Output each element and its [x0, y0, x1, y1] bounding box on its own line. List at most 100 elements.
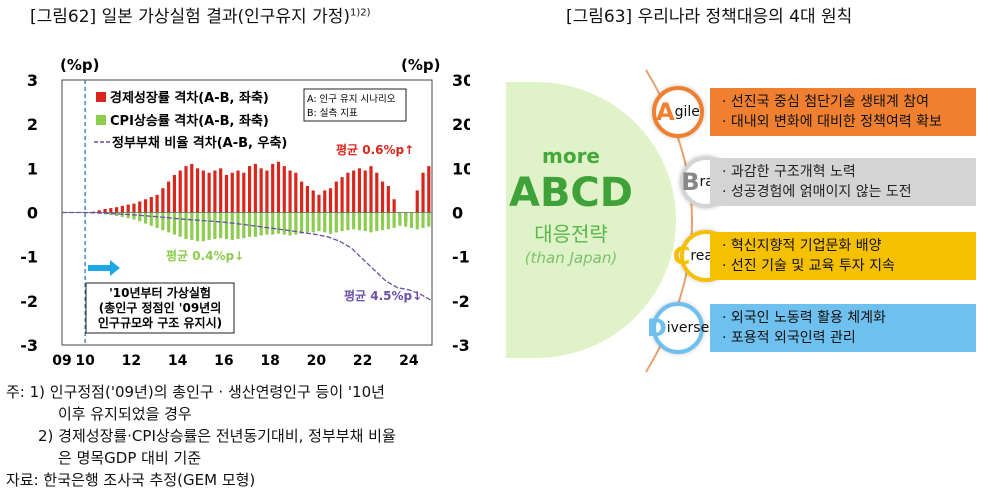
cpi-gap-bar	[380, 212, 385, 231]
gdp-gap-bar	[109, 208, 113, 213]
cpi-gap-bar	[305, 212, 309, 233]
legend-box-line2: B: 실측 지표	[307, 108, 358, 119]
gdp-gap-bar	[323, 190, 327, 213]
gdp-gap-bar	[334, 181, 338, 213]
cpi-gap-bar	[178, 212, 182, 237]
x-tick-label: 16	[214, 353, 233, 369]
scenario-line3: 인구규모와 구조 유지시)	[98, 315, 222, 330]
right-tick-label: 0	[452, 204, 463, 223]
gdp-gap-bar	[91, 211, 96, 213]
gdp-gap-bar	[132, 203, 136, 213]
abcd-label: ABCD	[508, 170, 633, 216]
cpi-gap-bars	[86, 212, 431, 242]
gdp-gap-bar	[300, 181, 304, 213]
debt-average-label: 평균 4.5%p↓	[344, 289, 422, 303]
gdp-gap-bar	[421, 172, 425, 213]
right-tick-label: 20	[452, 115, 470, 134]
gdp-gap-bar	[369, 166, 373, 213]
cpi-gap-bar	[363, 212, 367, 232]
cpi-gap-bar	[271, 212, 275, 235]
legend-label-gdp: 경제성장률 격차(A-B, 좌축)	[110, 90, 269, 106]
left-tick-label: 3	[27, 71, 38, 90]
cpi-gap-bar	[184, 212, 188, 239]
gdp-gap-bar	[276, 161, 281, 213]
diverse-box: · 외국인 노동력 활용 체계화 · 포용적 외국인력 관리	[710, 304, 976, 352]
scenario-line1: '10년부터 가상실험	[109, 285, 211, 300]
x-tick-label: 14	[168, 353, 188, 369]
gdp-gap-bar	[317, 194, 321, 213]
gdp-gap-bar	[386, 186, 390, 213]
cpi-gap-bar	[195, 212, 200, 242]
figure63-title: [그림63] 우리나라 정책대응의 4대 원칙	[566, 7, 853, 27]
gdp-gap-bar	[271, 163, 275, 213]
agile-point-2: · 대내외 변화에 대비한 정책여력 확보	[722, 114, 942, 130]
brave-point-2: · 성공경험에 얽매이지 않는 도전	[722, 184, 912, 200]
cpi-gap-bar	[236, 212, 240, 239]
cpi-gap-bar	[230, 212, 234, 240]
x-tick-label: 18	[260, 353, 279, 369]
cpi-gap-bar	[375, 212, 379, 232]
diverse-point-2: · 포용적 외국인력 관리	[722, 330, 856, 346]
gdp-gap-bar	[375, 172, 379, 213]
cpi-gap-bar	[317, 212, 321, 232]
gdp-gap-bar	[346, 172, 350, 213]
gdp-gap-bar	[195, 168, 200, 213]
gdp-gap-bar	[201, 170, 205, 213]
right-tick-label: -30	[452, 336, 470, 355]
cpi-gap-bar	[143, 212, 148, 224]
gdp-gap-bar	[265, 170, 269, 213]
cpi-gap-bar	[323, 212, 327, 233]
right-axis-unit: (%p)	[401, 56, 440, 74]
gdp-gap-bar	[305, 186, 309, 213]
cpi-gap-bar	[369, 212, 373, 233]
gdp-gap-bar	[352, 170, 356, 213]
legend-label-debt: 정부부채 비율 격차(A-B, 우축)	[112, 135, 287, 151]
source-note: 자료: 한국은행 조사국 추정(GEM 모형)	[6, 471, 256, 489]
debt-gap-line	[62, 211, 433, 302]
cpi-gap-bar	[190, 212, 194, 240]
gdp-gap-bar	[311, 190, 315, 213]
agile-box: · 선진국 중심 첨단기술 생태계 참여 · 대내외 변화에 대비한 정책여력 …	[710, 88, 976, 136]
x-tick-label: 10	[75, 353, 95, 369]
cpi-gap-bar	[311, 212, 315, 233]
cpi-gap-bar	[224, 212, 229, 239]
right-tick-label: 10	[452, 159, 470, 178]
gdp-gap-bar	[248, 166, 252, 213]
creative-point-1: · 혁신지향적 기업문화 배양	[722, 238, 882, 254]
brave-point-1: · 과감한 구조개혁 노력	[722, 164, 856, 180]
cpi-gap-bar	[409, 212, 414, 228]
gdp-gap-bar	[288, 170, 292, 213]
diverse-point-1: · 외국인 노동력 활용 체계화	[722, 310, 886, 326]
right-tick-label: 30	[452, 71, 470, 90]
cpi-gap-bar	[138, 212, 142, 222]
legend: 경제성장률 격차(A-B, 좌축) CPI상승률 격차(A-B, 좌축) 정부부…	[94, 88, 407, 151]
cpi-gap-bar	[132, 212, 136, 220]
cpi-gap-bar	[213, 212, 217, 239]
gdp-gap-bar	[103, 208, 107, 213]
arrow-icon	[88, 260, 120, 276]
x-tick-label: 24	[399, 353, 419, 369]
cpi-gap-bar	[357, 212, 362, 231]
left-tick-label: -2	[20, 292, 38, 311]
gdp-gap-bar	[143, 199, 148, 213]
cpi-gap-bar	[427, 212, 431, 227]
cpi-gap-bar	[352, 212, 356, 230]
gdp-gap-bar	[328, 188, 333, 213]
gdp-gap-bar	[138, 201, 142, 213]
cpi-gap-bar	[334, 212, 338, 233]
x-tick-label: 12	[122, 353, 141, 369]
creative-box: · 혁신지향적 기업문화 배양 · 선진 기술 및 교육 투자 지속	[710, 232, 976, 280]
legend-swatch-cpi	[96, 115, 106, 125]
cpi-gap-bar	[155, 212, 159, 228]
cpi-gap-bar	[300, 212, 304, 234]
note-1-line-1: 주: 1) 인구정점('09년)의 총인구 · 생산연령인구 등이 '10년	[6, 383, 385, 401]
cpi-gap-bar	[392, 212, 396, 228]
x-tick-label: 22	[353, 353, 372, 369]
legend-box	[303, 88, 407, 122]
gdp-gap-bar	[115, 207, 119, 213]
gdp-gap-bar	[172, 174, 177, 213]
left-axis-unit: (%p)	[60, 56, 99, 74]
gdp-gap-bar	[340, 177, 344, 213]
gdp-gap-bar	[294, 172, 298, 213]
